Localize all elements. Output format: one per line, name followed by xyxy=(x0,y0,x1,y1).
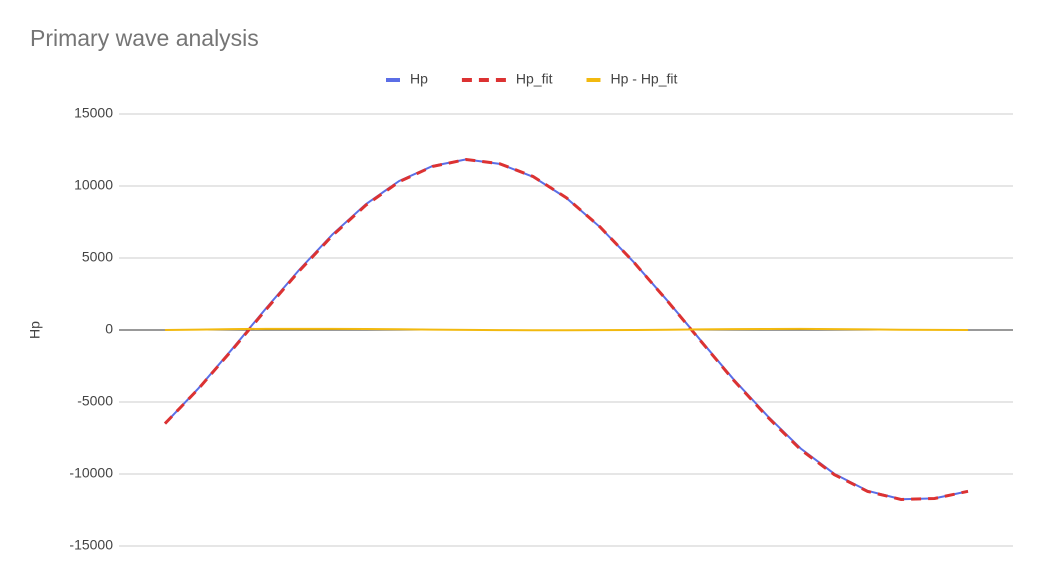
legend-label: Hp - Hp_fit xyxy=(610,71,677,87)
y-tick-label: 5000 xyxy=(82,249,113,265)
y-tick-label: 0 xyxy=(105,321,113,337)
chart-title: Primary wave analysis xyxy=(30,25,259,51)
y-tick-label: 15000 xyxy=(74,105,113,121)
legend-label: Hp xyxy=(410,71,428,87)
y-tick-label: 10000 xyxy=(74,177,113,193)
legend-label: Hp_fit xyxy=(516,71,553,87)
y-axis-label: Hp xyxy=(27,321,43,339)
y-tick-label: -15000 xyxy=(69,537,113,553)
y-tick-label: -5000 xyxy=(77,393,113,409)
series-line xyxy=(164,327,969,332)
series-line xyxy=(163,157,969,501)
y-tick-label: -10000 xyxy=(69,465,113,481)
